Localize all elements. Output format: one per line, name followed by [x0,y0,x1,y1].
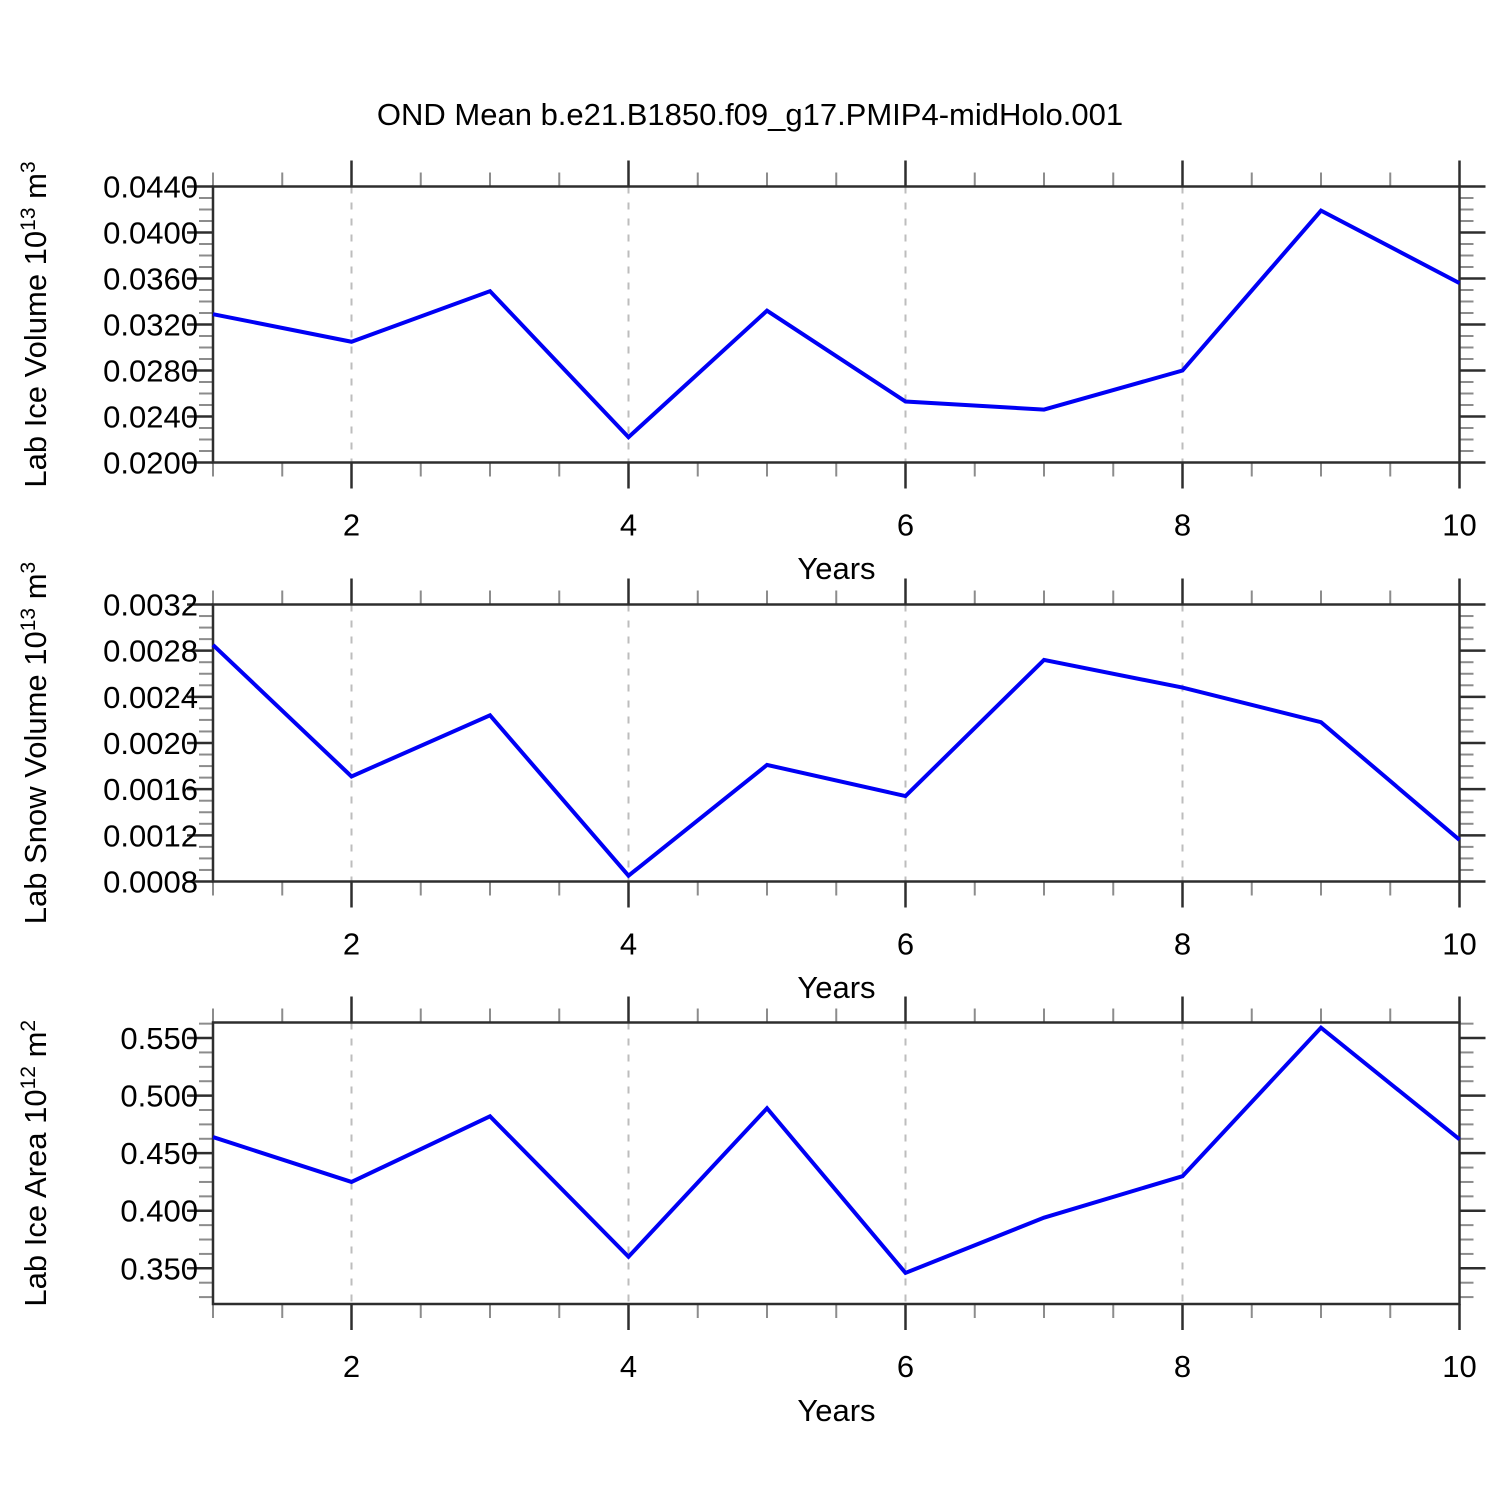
y-tick-label: 0.0280 [103,354,198,389]
y-tick-label: 0.400 [120,1194,198,1229]
y-tick-label: 0.450 [120,1136,198,1171]
x-tick-label: 4 [620,927,637,962]
y-tick-label: 0.0024 [103,680,198,715]
plot-frame [211,1021,1461,1306]
y-tick-label: 0.350 [120,1251,198,1286]
x-tick-label: 6 [897,927,914,962]
x-axis-title-panel-1: Years [797,551,876,586]
y-tick-label: 0.0032 [103,588,198,623]
y-tick-label: 0.0016 [103,772,198,807]
x-tick-label: 2 [343,508,360,543]
chart-panel-1: 2 4 6 8 10 0.0200 0.0240 0.0280 0.0320 0.0360 0.04… [17,160,1486,543]
y-tick-label: 0.550 [120,1021,198,1056]
x-tick-label: 10 [1442,1349,1476,1384]
y-axis-title: Lab Snow Volume 1013 m3 [17,562,53,924]
y-tick-label: 0.0200 [103,446,198,481]
x-tick-label: 10 [1442,508,1476,543]
y-axis-title: Lab Ice Volume 1013 m3 [17,161,53,487]
y-axis-title: Lab Ice Area 1012 m2 [17,1020,53,1307]
x-tick-label: 8 [1174,1349,1191,1384]
y-tick-label: 0.0360 [103,262,198,297]
y-tick-label: 0.0008 [103,865,198,900]
x-tick-label: 6 [897,508,914,543]
x-axis-title-panel-3: Years [797,1393,876,1428]
chart-panel-3: 2 4 6 8 10 0.350 0.400 0.450 0.500 0.550 Lab Ice A… [17,996,1486,1384]
y-tick-label: 0.0320 [103,308,198,343]
x-tick-label: 8 [1174,927,1191,962]
y-tick-label: 0.0240 [103,400,198,435]
y-tick-label: 0.0020 [103,726,198,761]
x-tick-label: 8 [1174,508,1191,543]
data-line [211,643,1461,879]
figure-title: OND Mean b.e21.B1850.f09_g17.PMIP4-midHo… [376,97,1124,132]
x-tick-label: 4 [620,508,637,543]
chart-panel-2: 2 4 6 8 10 0.0008 0.0012 0.0016 0.0020 0.0024 0.00… [17,562,1486,962]
x-tick-label: 2 [343,1349,360,1384]
y-tick-label: 0.500 [120,1079,198,1114]
y-tick-label: 0.0012 [103,818,198,853]
y-tick-label: 0.0400 [103,216,198,251]
y-tick-label: 0.0028 [103,634,198,669]
x-tick-label: 10 [1442,927,1476,962]
y-tick-label: 0.0440 [103,170,198,205]
x-tick-label: 6 [897,1349,914,1384]
plot-frame [211,603,1461,883]
x-axis-title-panel-2: Years [797,970,876,1005]
plot-frame [211,185,1461,464]
x-tick-label: 4 [620,1349,637,1384]
data-line [212,1024,1461,1276]
data-line [212,208,1461,441]
x-tick-label: 2 [343,927,360,962]
